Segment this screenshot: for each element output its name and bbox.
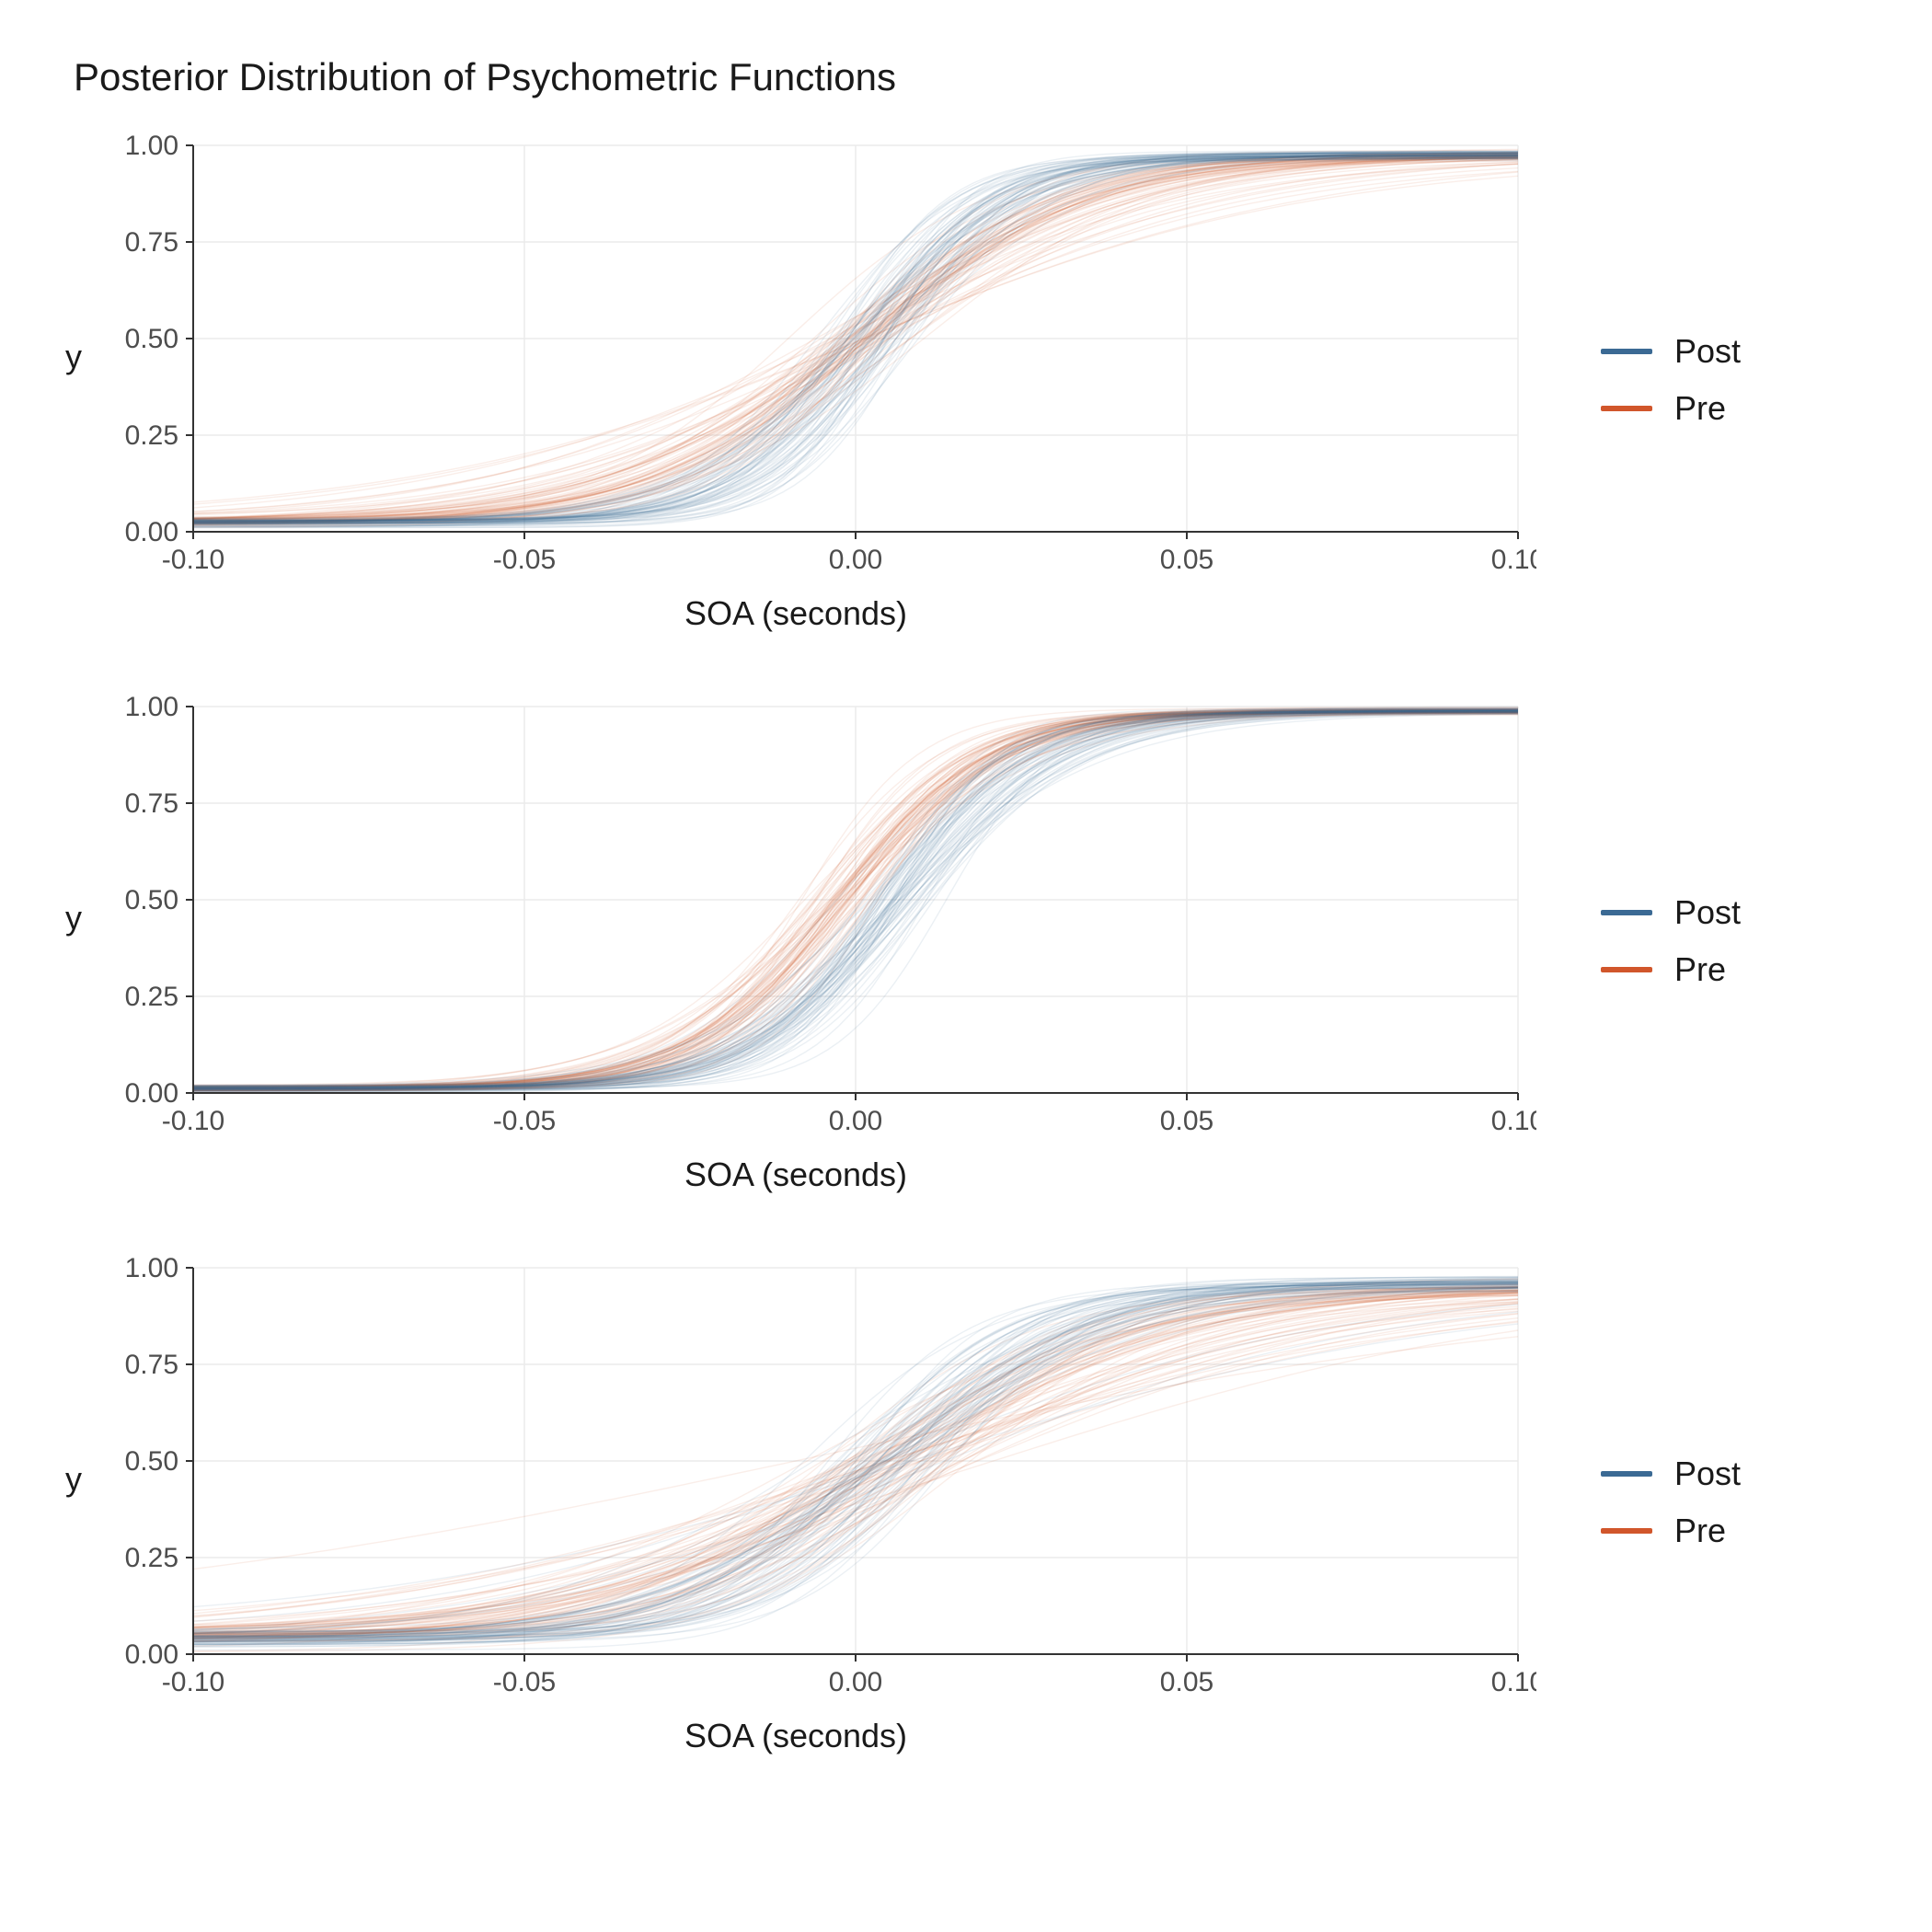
- legend-item-pre: Pre: [1601, 1512, 1741, 1550]
- ytick-label: 0.25: [125, 420, 178, 451]
- legend-swatch-pre: [1601, 406, 1652, 411]
- y-and-plot: y -0.10 -0.05 0.00 0.05 0.10 0.00 0.25 0.50 0.75 1…: [55, 1249, 1536, 1709]
- y-axis-label: y: [55, 1460, 92, 1499]
- xtick-label: 0.05: [1160, 1106, 1213, 1136]
- legend-item-post: Post: [1601, 1455, 1741, 1493]
- legend-swatch-pre: [1601, 967, 1652, 972]
- legend: Post Pre: [1601, 314, 1741, 446]
- ytick-label: 0.50: [125, 885, 178, 915]
- xtick-label: 0.10: [1491, 1106, 1536, 1136]
- legend-label-pre: Pre: [1674, 389, 1726, 428]
- legend-label-post: Post: [1674, 893, 1741, 932]
- chart-page: Posterior Distribution of Psychometric F…: [0, 0, 1932, 1932]
- ytick-label: 1.00: [125, 692, 178, 722]
- y-and-plot: y -0.10 -0.05 0.00 0.05 0.10 0.00 0.25 0.50 0.75 1…: [55, 127, 1536, 587]
- ytick-label: 0.00: [125, 1639, 178, 1670]
- legend-swatch-post: [1601, 910, 1652, 915]
- xtick-label: 0.00: [829, 545, 882, 575]
- xtick-label: -0.10: [162, 1106, 224, 1136]
- xtick-label: -0.10: [162, 545, 224, 575]
- xtick-label: 0.00: [829, 1667, 882, 1697]
- xtick-label: 0.05: [1160, 1667, 1213, 1697]
- panel-row: y -0.10 -0.05 0.00 0.05 0.10 0.00 0.25 0.50 0.75 1…: [55, 1249, 1895, 1755]
- legend-item-post: Post: [1601, 893, 1741, 932]
- panels-container: y -0.10 -0.05 0.00 0.05 0.10 0.00 0.25 0.50 0.75 1…: [55, 127, 1895, 1755]
- x-axis-label: SOA (seconds): [684, 594, 907, 633]
- xtick-label: -0.10: [162, 1667, 224, 1697]
- y-and-plot: y -0.10 -0.05 0.00 0.05 0.10 0.00 0.25 0.50 0.75 1…: [55, 688, 1536, 1148]
- panel-and-axes: y -0.10 -0.05 0.00 0.05 0.10 0.00 0.25 0.50 0.75 1…: [55, 127, 1536, 633]
- ytick-label: 0.75: [125, 1350, 178, 1380]
- panel-plot: -0.10 -0.05 0.00 0.05 0.10 0.00 0.25 0.50 0.75 1.…: [101, 127, 1536, 587]
- ytick-label: 0.25: [125, 1543, 178, 1573]
- legend-swatch-pre: [1601, 1528, 1652, 1534]
- y-axis-label: y: [55, 899, 92, 937]
- legend-label-pre: Pre: [1674, 1512, 1726, 1550]
- x-axis-label: SOA (seconds): [684, 1156, 907, 1194]
- ytick-label: 0.00: [125, 1078, 178, 1109]
- ytick-label: 0.50: [125, 324, 178, 354]
- legend: Post Pre: [1601, 875, 1741, 1007]
- xtick-label: -0.05: [493, 1106, 556, 1136]
- legend: Post Pre: [1601, 1436, 1741, 1569]
- page-title: Posterior Distribution of Psychometric F…: [74, 55, 1895, 99]
- ytick-label: 0.75: [125, 788, 178, 819]
- ytick-label: 0.25: [125, 982, 178, 1012]
- xtick-label: 0.10: [1491, 1667, 1536, 1697]
- legend-item-pre: Pre: [1601, 950, 1741, 989]
- legend-swatch-post: [1601, 1471, 1652, 1477]
- xtick-label: -0.05: [493, 1667, 556, 1697]
- xtick-label: 0.05: [1160, 545, 1213, 575]
- panel-row: y -0.10 -0.05 0.00 0.05 0.10 0.00 0.25 0.50 0.75 1…: [55, 127, 1895, 633]
- panel-plot: -0.10 -0.05 0.00 0.05 0.10 0.00 0.25 0.50 0.75 1.…: [101, 1249, 1536, 1709]
- ytick-label: 0.50: [125, 1446, 178, 1477]
- xtick-label: 0.10: [1491, 545, 1536, 575]
- legend-label-post: Post: [1674, 332, 1741, 371]
- panel-and-axes: y -0.10 -0.05 0.00 0.05 0.10 0.00 0.25 0.50 0.75 1…: [55, 688, 1536, 1194]
- legend-item-pre: Pre: [1601, 389, 1741, 428]
- ytick-label: 0.75: [125, 227, 178, 258]
- ytick-label: 1.00: [125, 1253, 178, 1283]
- panel-row: y -0.10 -0.05 0.00 0.05 0.10 0.00 0.25 0.50 0.75 1…: [55, 688, 1895, 1194]
- legend-label-pre: Pre: [1674, 950, 1726, 989]
- xtick-label: 0.00: [829, 1106, 882, 1136]
- legend-swatch-post: [1601, 349, 1652, 354]
- xtick-label: -0.05: [493, 545, 556, 575]
- ytick-label: 1.00: [125, 131, 178, 161]
- legend-label-post: Post: [1674, 1455, 1741, 1493]
- legend-item-post: Post: [1601, 332, 1741, 371]
- y-axis-label: y: [55, 338, 92, 376]
- panel-and-axes: y -0.10 -0.05 0.00 0.05 0.10 0.00 0.25 0.50 0.75 1…: [55, 1249, 1536, 1755]
- x-axis-label: SOA (seconds): [684, 1717, 907, 1755]
- ytick-label: 0.00: [125, 517, 178, 547]
- panel-plot: -0.10 -0.05 0.00 0.05 0.10 0.00 0.25 0.50 0.75 1.…: [101, 688, 1536, 1148]
